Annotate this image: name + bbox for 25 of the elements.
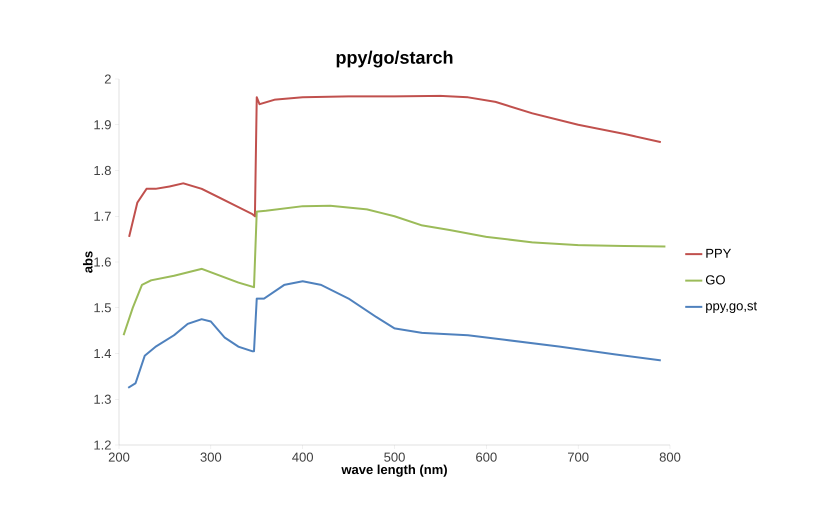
x-tick-label: 300 [200, 452, 222, 462]
line-series [128, 94, 662, 238]
y-tick-label: 1.8 [94, 166, 111, 176]
y-tick-label: 1.7 [94, 212, 111, 221]
y-axis-title: abs [82, 251, 93, 273]
legend-label: ppy,go,st [706, 302, 757, 313]
x-tick-label: 500 [384, 452, 405, 462]
y-tick-label: 1.4 [94, 349, 112, 358]
x-tick-label: 800 [660, 452, 680, 462]
y-tick-label: 1.9 [94, 120, 111, 130]
y-tick-label: 1.2 [94, 440, 111, 450]
y-tick-label: 1.3 [94, 394, 111, 404]
y-tick-label: 2 [104, 74, 111, 84]
x-tick-label: 700 [568, 452, 589, 462]
y-tick-label: 1.5 [94, 303, 111, 312]
y-tick-label: 1.6 [94, 257, 111, 267]
legend-label: PPY [706, 248, 732, 258]
x-tick-label: 600 [476, 452, 497, 462]
x-tick-label: 200 [108, 452, 130, 462]
line-series [122, 204, 666, 336]
x-tick-label: 400 [292, 452, 314, 462]
legend-label: GO [706, 275, 725, 284]
x-axis-title: wave length (nm) [341, 464, 447, 477]
line-series [127, 280, 662, 389]
chart-title: ppy/go/starch [336, 50, 452, 68]
